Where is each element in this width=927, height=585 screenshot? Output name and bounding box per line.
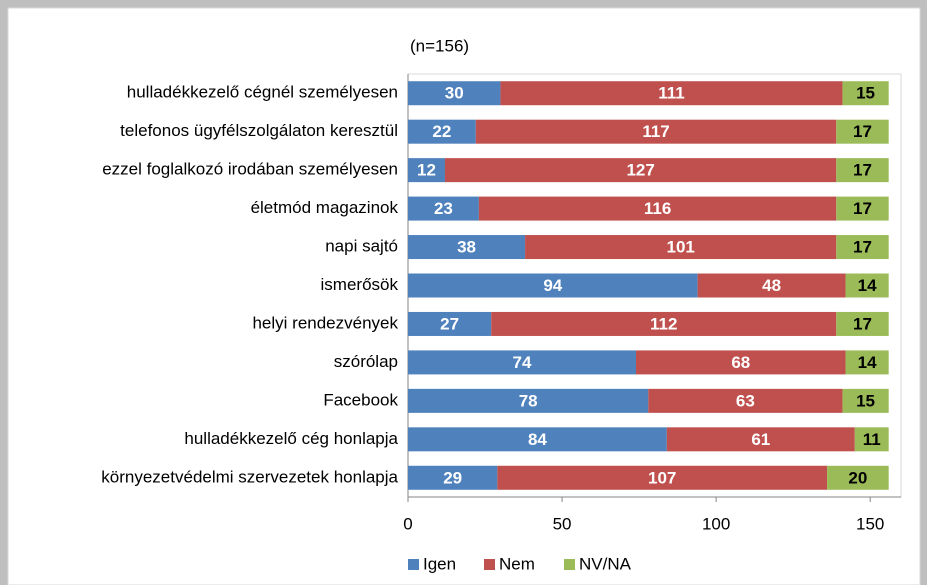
category-label: ismerősök — [321, 275, 399, 294]
category-label: szórólap — [334, 352, 398, 371]
bar-segment — [836, 158, 889, 183]
bar-segment — [525, 235, 837, 260]
data-label: 17 — [853, 199, 872, 218]
data-label: 48 — [762, 276, 781, 295]
legend-swatch — [408, 559, 419, 570]
legend-swatch — [564, 559, 575, 570]
data-label: 14 — [858, 353, 877, 372]
bar-segment — [408, 81, 501, 106]
data-label: 61 — [751, 430, 770, 449]
data-label: 74 — [513, 353, 532, 372]
legend-label: Igen — [423, 554, 456, 573]
data-label: 30 — [445, 84, 464, 103]
category-label: ezzel foglalkozó irodában személyesen — [102, 160, 398, 179]
data-label: 20 — [848, 468, 867, 487]
bar-segment — [408, 235, 526, 260]
bar-segment — [408, 465, 498, 490]
bar-segment — [648, 388, 843, 413]
data-label: 14 — [858, 276, 877, 295]
data-label: 116 — [644, 199, 671, 218]
data-label: 112 — [650, 314, 677, 333]
data-label: 94 — [543, 276, 562, 295]
x-tick-label: 50 — [553, 514, 572, 533]
data-label: 107 — [648, 468, 676, 487]
bar-segment — [854, 427, 889, 452]
bar-segment — [842, 81, 889, 106]
data-label: 111 — [658, 84, 685, 103]
category-label: Facebook — [323, 390, 398, 409]
data-label: 29 — [443, 468, 462, 487]
data-label: 15 — [856, 84, 875, 103]
data-label: 78 — [519, 391, 538, 410]
data-label: 17 — [853, 122, 872, 141]
bar-segment — [636, 350, 846, 375]
data-label: 27 — [440, 314, 459, 333]
data-label: 117 — [642, 122, 669, 141]
bar-segment — [408, 427, 667, 452]
category-label: hulladékkezelő cég honlapja — [184, 429, 398, 448]
data-label: 17 — [853, 161, 872, 180]
category-label: életmód magazinok — [251, 198, 399, 217]
legend-swatch — [484, 559, 495, 570]
bar-segment — [491, 311, 837, 336]
bar-segment — [408, 158, 445, 183]
data-label: 11 — [863, 430, 881, 449]
legend-label: Nem — [499, 554, 535, 573]
data-label: 38 — [457, 238, 476, 257]
bar-segment — [666, 427, 855, 452]
bar-segment — [845, 350, 889, 375]
data-label: 15 — [856, 391, 875, 410]
data-label: 101 — [667, 238, 695, 257]
bar-segment — [408, 119, 476, 144]
data-label: 22 — [432, 122, 451, 141]
data-label: 23 — [434, 199, 453, 218]
legend-label: NV/NA — [579, 554, 632, 573]
bar-segment — [842, 388, 889, 413]
data-label: 63 — [736, 391, 755, 410]
chart-title: (n=156) — [410, 36, 469, 55]
data-label: 84 — [528, 430, 547, 449]
bar-segment — [408, 273, 698, 298]
data-label: 68 — [731, 353, 750, 372]
bar-segment — [836, 311, 889, 336]
bar-segment — [845, 273, 889, 298]
category-label: hulladékkezelő cégnél személyesen — [127, 83, 398, 102]
x-tick-label: 150 — [856, 514, 884, 533]
bar-segment — [478, 196, 837, 221]
data-label: 17 — [853, 238, 872, 257]
bar-segment — [836, 235, 889, 260]
bar-segment — [697, 273, 846, 298]
bar-segment — [497, 465, 828, 490]
category-label: napi sajtó — [325, 237, 398, 256]
bar-segment — [827, 465, 889, 490]
bar-segment — [475, 119, 837, 144]
x-tick-label: 0 — [403, 514, 412, 533]
category-label: helyi rendezvények — [252, 313, 398, 332]
bar-segment — [836, 119, 889, 144]
bar-segment — [836, 196, 889, 221]
data-label: 12 — [417, 161, 436, 180]
bar-segment — [500, 81, 843, 106]
bar-segment — [408, 350, 637, 375]
data-label: 17 — [853, 314, 872, 333]
category-label: telefonos ügyfélszolgálaton keresztül — [120, 121, 398, 140]
bar-segment — [444, 158, 837, 183]
bar-segment — [408, 388, 649, 413]
data-label: 127 — [626, 161, 654, 180]
bar-segment — [408, 311, 492, 336]
bar-segment — [408, 196, 479, 221]
category-label: környezetvédelmi szervezetek honlapja — [101, 467, 398, 486]
x-tick-label: 100 — [702, 514, 730, 533]
